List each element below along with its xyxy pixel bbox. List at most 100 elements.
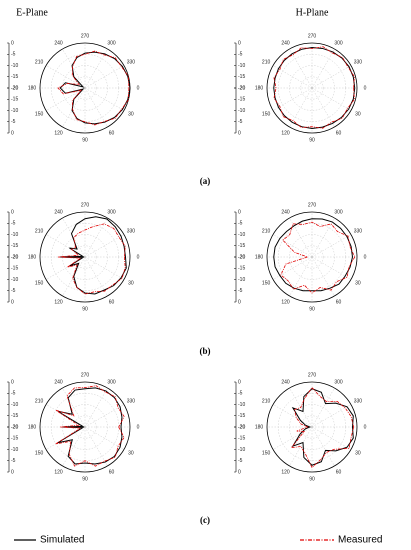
theta-tick-label: 180 <box>255 85 264 91</box>
spoke <box>272 426 313 450</box>
caption: (b) <box>200 346 211 356</box>
theta-tick-label: 0 <box>137 85 140 91</box>
theta-tick-label: 300 <box>334 209 343 215</box>
grid-circle <box>300 415 324 439</box>
measured-line <box>57 50 130 126</box>
spoke <box>311 234 352 258</box>
theta-tick-label: 90 <box>82 476 88 482</box>
spoke <box>84 426 125 450</box>
grid-circle <box>266 42 358 134</box>
spoke <box>272 234 313 258</box>
measured-line <box>280 221 356 294</box>
grid-circle <box>73 245 97 269</box>
radial-tick-label: -15 <box>11 243 18 249</box>
theta-tick-label: 0 <box>364 85 367 91</box>
spoke <box>311 426 352 450</box>
theta-tick-label: 300 <box>334 379 343 385</box>
radial-tick-label: -5 <box>11 391 16 397</box>
theta-tick-label: 270 <box>308 372 317 378</box>
theta-tick-label: 330 <box>354 228 363 234</box>
theta-tick-label: 240 <box>281 379 290 385</box>
measured-line <box>57 223 126 295</box>
radial-tick-label: -10 <box>11 447 18 453</box>
radial-tick-label: -10 <box>11 63 18 69</box>
radial-tick-label: -10 <box>238 447 245 453</box>
theta-tick-label: 180 <box>255 424 264 430</box>
theta-tick-label: 60 <box>336 299 342 305</box>
theta-tick-label: 0 <box>137 424 140 430</box>
radial-tick-label: -15 <box>238 97 245 103</box>
radial-tick-label: -5 <box>238 119 243 125</box>
theta-tick-label: 330 <box>354 398 363 404</box>
radial-tick-label: -20 <box>11 424 18 430</box>
spoke <box>289 87 313 128</box>
simulated-line <box>273 218 354 292</box>
grid-circle <box>39 381 131 473</box>
simulated-line <box>273 46 356 130</box>
theta-tick-label: 270 <box>308 33 317 39</box>
radial-tick-label: 0 <box>11 130 14 136</box>
spoke <box>84 426 108 467</box>
theta-tick-label: 120 <box>54 299 63 305</box>
radial-tick-label: -15 <box>11 266 18 272</box>
radial-tick-label: -15 <box>11 436 18 442</box>
spoke <box>289 217 313 258</box>
spoke <box>84 404 125 428</box>
radial-tick-label: -20 <box>11 85 18 91</box>
theta-tick-label: 180 <box>255 254 264 260</box>
theta-tick-label: 210 <box>262 398 271 404</box>
theta-tick-label: 150 <box>262 450 271 456</box>
radial-tick-label: -10 <box>238 63 245 69</box>
grid-circle <box>73 76 97 100</box>
radial-tick-label: 0 <box>11 209 14 215</box>
theta-tick-label: 30 <box>355 111 361 117</box>
theta-tick-label: 240 <box>54 40 63 46</box>
radial-tick-label: -10 <box>11 232 18 238</box>
theta-tick-label: 0 <box>137 254 140 260</box>
spoke <box>289 48 313 89</box>
spoke <box>311 217 335 258</box>
theta-tick-label: 120 <box>281 299 290 305</box>
radial-tick-label: -20 <box>11 424 18 430</box>
radial-tick-label: -15 <box>238 74 245 80</box>
theta-tick-label: 330 <box>127 228 136 234</box>
spoke <box>84 387 108 428</box>
spoke <box>272 256 313 280</box>
grid-circle <box>300 76 324 100</box>
theta-tick-label: 90 <box>309 306 315 312</box>
spoke <box>84 217 108 258</box>
theta-tick-label: 210 <box>35 398 44 404</box>
spoke <box>62 426 86 467</box>
spoke <box>311 48 335 89</box>
spoke <box>272 404 313 428</box>
spoke <box>62 48 86 89</box>
theta-tick-label: 270 <box>81 33 90 39</box>
theta-tick-label: 30 <box>355 450 361 456</box>
radial-tick-label: -5 <box>238 391 243 397</box>
radial-tick-label: -20 <box>238 424 245 430</box>
radial-tick-label: -10 <box>238 232 245 238</box>
spoke <box>311 256 335 297</box>
radial-tick-label: -5 <box>238 458 243 464</box>
radial-tick-label: -15 <box>238 436 245 442</box>
theta-tick-label: 210 <box>262 59 271 65</box>
theta-tick-label: 330 <box>354 59 363 65</box>
spoke <box>84 234 125 258</box>
spoke <box>311 65 352 89</box>
measured-line <box>273 46 355 129</box>
radial-tick-label: 0 <box>238 299 241 305</box>
spoke <box>84 87 125 111</box>
radial-tick-label: -15 <box>11 97 18 103</box>
theta-tick-label: 120 <box>54 469 63 475</box>
radial-tick-label: -20 <box>238 85 245 91</box>
theta-tick-label: 60 <box>336 130 342 136</box>
radial-tick-label: -15 <box>238 243 245 249</box>
theta-tick-label: 120 <box>54 130 63 136</box>
spoke <box>62 387 86 428</box>
radial-tick-label: -5 <box>11 221 16 227</box>
spoke <box>311 87 335 128</box>
theta-tick-label: 150 <box>262 280 271 286</box>
radial-tick-label: -10 <box>238 277 245 283</box>
spoke <box>311 256 352 280</box>
theta-tick-label: 60 <box>109 130 115 136</box>
